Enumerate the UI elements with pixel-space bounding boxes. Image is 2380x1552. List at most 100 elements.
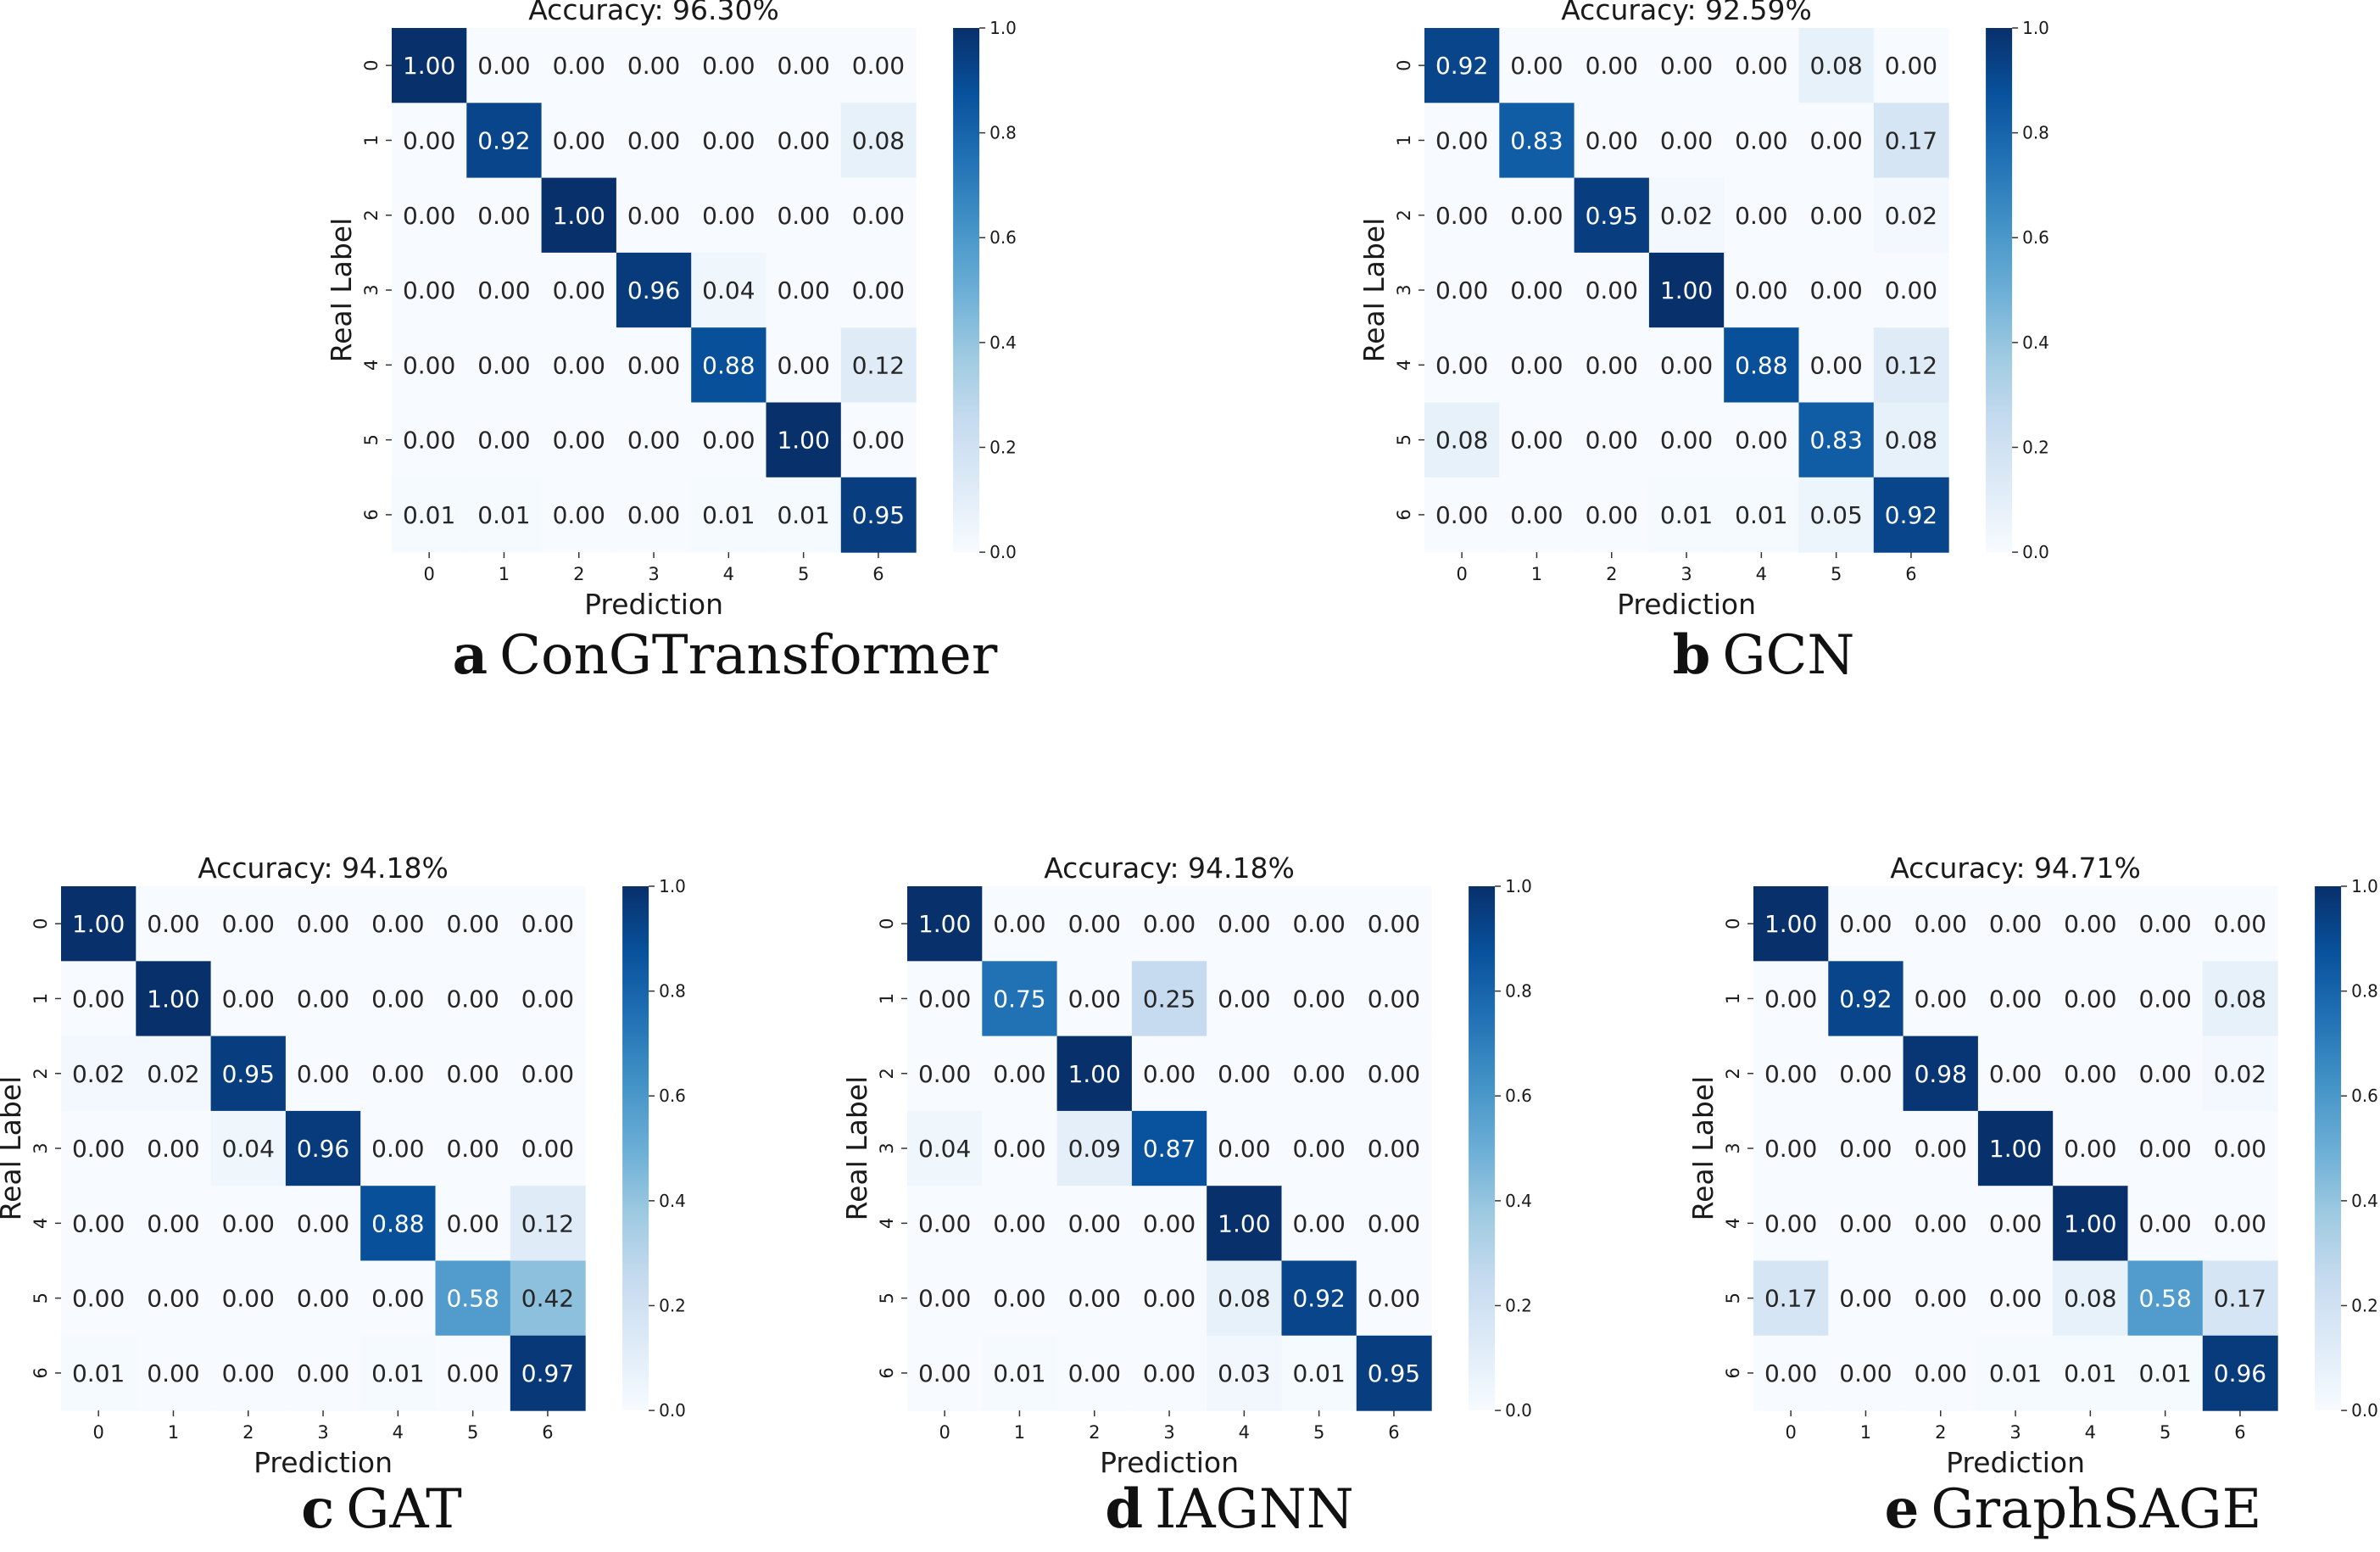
heatmap-cell <box>466 103 543 179</box>
heatmap-cell <box>1648 28 1725 103</box>
cell-value-label: 0.00 <box>1839 1359 1892 1387</box>
cell-value-label: 0.00 <box>1068 985 1121 1013</box>
cell-value-label: 0.01 <box>702 501 755 529</box>
heatmap-cell <box>435 1260 511 1337</box>
cell-value-label: 0.00 <box>627 351 680 379</box>
cell-value-label: 1.00 <box>403 52 455 80</box>
cell-value-label: 0.96 <box>627 276 680 304</box>
x-axis-label: Prediction <box>1100 1446 1239 1479</box>
cell-value-label: 0.01 <box>1660 501 1713 529</box>
x-tick-label: 1 <box>168 1422 179 1443</box>
cell-value-label: 0.00 <box>777 202 829 230</box>
y-tick-label: 1 <box>361 135 382 146</box>
heatmap-cell <box>510 1110 586 1186</box>
heatmap-plot: 1.00 0.00 0.00 0.00 0.00 0.00 0.000.00 0.75 0.00… <box>846 852 1532 1479</box>
chart-title: Accuracy: 94.71% <box>1890 852 2141 885</box>
cell-value-label: 0.00 <box>72 1209 125 1237</box>
colorbar-tick-label: 0.4 <box>989 332 1017 353</box>
heatmap-cell <box>840 177 917 254</box>
colorbar-tick-label: 0.6 <box>1505 1086 1532 1106</box>
cell-value-label: 0.08 <box>1809 52 1862 80</box>
heatmap-cell <box>1753 1186 1829 1262</box>
heatmap-cell <box>1903 961 1979 1037</box>
colorbar-tick-label: 0.0 <box>1505 1400 1532 1421</box>
heatmap-cell <box>510 961 586 1037</box>
cell-value-label: 0.01 <box>993 1359 1045 1387</box>
cell-value-label: 0.09 <box>1068 1135 1121 1163</box>
heatmap-cell <box>840 252 917 328</box>
heatmap-cell <box>1424 402 1500 478</box>
caption-letter: d <box>1105 1477 1144 1541</box>
heatmap-cell <box>466 28 543 103</box>
heatmap-cell <box>1056 1335 1133 1411</box>
cell-value-label: 0.00 <box>1839 1060 1892 1088</box>
colorbar-tick-label: 0.8 <box>1505 981 1532 1002</box>
x-tick-label: 1 <box>1860 1422 1871 1443</box>
x-tick-label: 1 <box>1531 564 1542 584</box>
cell-value-label: 0.00 <box>1292 1135 1345 1163</box>
heatmap-cell <box>210 1335 287 1411</box>
heatmap-cell <box>766 477 842 553</box>
x-tick-label: 0 <box>1456 564 1467 584</box>
cell-value-label: 0.00 <box>1586 427 1638 455</box>
heatmap-cell <box>1499 28 1575 103</box>
cell-value-label: 0.00 <box>852 52 905 80</box>
chart-title: Accuracy: 92.59% <box>1561 0 1812 26</box>
cell-value-label: 0.00 <box>553 501 605 529</box>
y-tick-label: 2 <box>361 209 382 221</box>
heatmap-cell <box>982 1036 1058 1112</box>
x-axis-label: Prediction <box>1946 1446 2085 1479</box>
cell-value-label: 0.00 <box>222 1285 275 1313</box>
colorbar-tick-label: 0.4 <box>659 1191 686 1211</box>
cell-value-label: 0.00 <box>553 427 605 455</box>
cell-value-label: 0.00 <box>1764 1359 1817 1387</box>
cell-value-label: 0.00 <box>1915 985 1967 1013</box>
colorbar <box>1986 28 2013 553</box>
heatmap-cell <box>1207 1110 1283 1186</box>
heatmap-cell <box>210 1186 287 1262</box>
colorbar-tick-label: 0.8 <box>2022 123 2049 143</box>
heatmap-cell <box>1574 28 1650 103</box>
heatmap-plot: 1.00 0.00 0.00 0.00 0.00 0.00 0.000.00 0.92 0.00… <box>331 0 1017 621</box>
cell-value-label: 0.00 <box>1735 52 1787 80</box>
cell-value-label: 0.00 <box>1368 985 1420 1013</box>
heatmap-cell <box>1131 1036 1207 1112</box>
heatmap-cell <box>1648 402 1725 478</box>
heatmap-cell <box>1131 1110 1207 1186</box>
heatmap-cell <box>1753 1335 1829 1411</box>
cell-value-label: 0.58 <box>2138 1285 2191 1313</box>
cell-value-label: 0.00 <box>1368 1060 1420 1088</box>
heatmap-cell <box>510 1036 586 1112</box>
y-tick-label: 4 <box>361 360 382 371</box>
cell-value-label: 0.00 <box>147 910 199 938</box>
heatmap-cell <box>1798 477 1875 553</box>
cell-value-label: 0.88 <box>1735 351 1787 379</box>
cell-value-label: 0.00 <box>1660 52 1713 80</box>
heatmap-cell <box>61 1260 137 1337</box>
heatmap-cell <box>1281 1260 1357 1337</box>
cell-value-label: 0.00 <box>222 910 275 938</box>
colorbar-tick-label: 1.0 <box>659 876 686 896</box>
cell-value-label: 0.00 <box>1839 1135 1892 1163</box>
heatmap-cell <box>840 327 917 404</box>
heatmap-cell <box>1828 1260 1904 1337</box>
cell-value-label: 0.00 <box>993 1135 1045 1163</box>
cell-value-label: 0.00 <box>1764 985 1817 1013</box>
cell-value-label: 0.00 <box>918 1359 971 1387</box>
heatmap-cell <box>1424 28 1500 103</box>
heatmap-cell <box>392 252 467 328</box>
y-tick-label: 6 <box>1723 1367 1743 1378</box>
cell-value-label: 0.00 <box>2214 910 2266 938</box>
cell-value-label: 0.12 <box>1885 351 1937 379</box>
x-tick-label: 1 <box>1014 1422 1025 1443</box>
x-axis-label: Prediction <box>254 1446 393 1479</box>
heatmap-cell <box>360 1186 437 1262</box>
cell-value-label: 0.00 <box>1218 985 1270 1013</box>
heatmap-cell <box>2202 961 2278 1037</box>
heatmap-cell <box>1424 252 1500 328</box>
cell-value-label: 0.97 <box>521 1359 574 1387</box>
heatmap-cell <box>1648 177 1725 254</box>
heatmap-cell <box>1356 961 1432 1037</box>
heatmap-cell <box>1207 1260 1283 1337</box>
heatmap-cell <box>1574 327 1650 404</box>
